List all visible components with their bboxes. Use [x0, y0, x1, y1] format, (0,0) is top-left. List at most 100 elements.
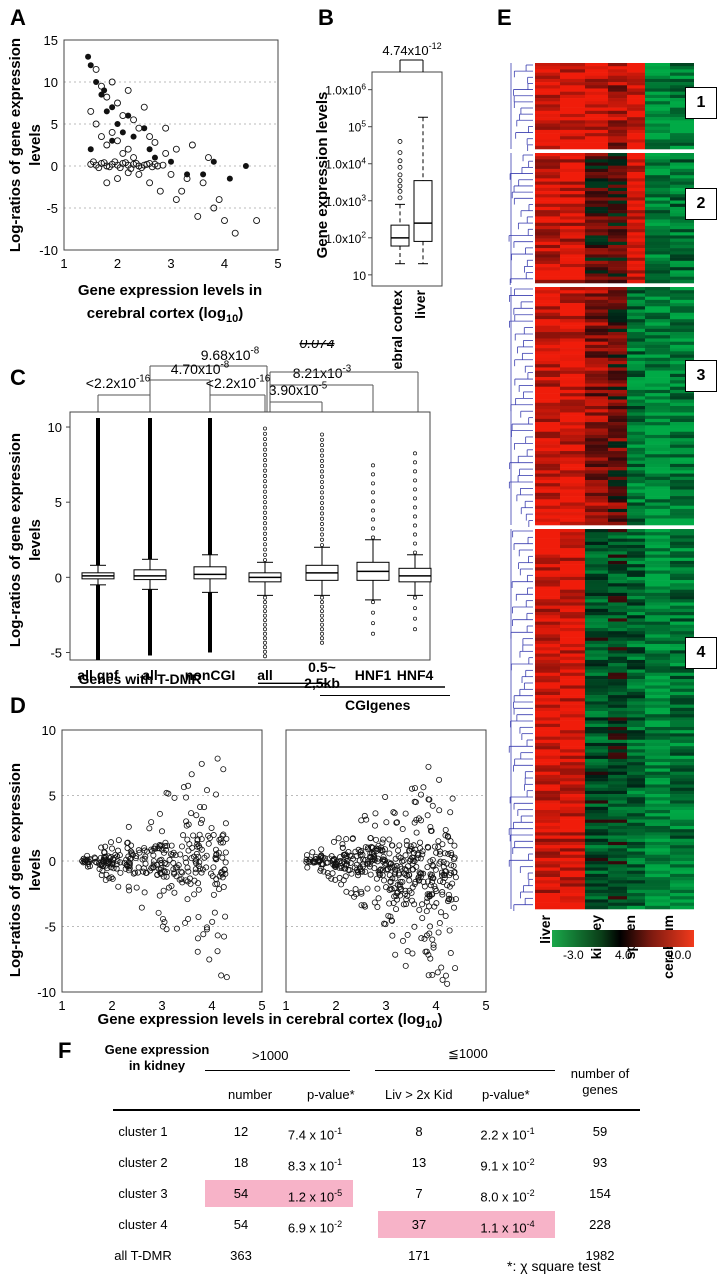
panel-d-point	[393, 896, 400, 903]
heatmap-cell	[560, 838, 585, 843]
heatmap-cell	[608, 101, 627, 105]
heatmap-cell	[608, 479, 627, 484]
panel-a-frame	[63, 39, 279, 251]
panel-d-point	[420, 870, 427, 877]
heatmap-cell	[560, 806, 585, 811]
panel-b-outlier	[397, 172, 403, 178]
heatmap-cell	[535, 181, 560, 186]
panel-c-outlier	[413, 523, 417, 528]
heatmap-cell	[535, 867, 560, 871]
heatmap-cell	[670, 711, 694, 715]
heatmap-cell	[560, 800, 585, 804]
panel-d-point	[449, 795, 456, 802]
heatmap-cell	[608, 344, 627, 349]
heatmap-cell	[535, 467, 560, 471]
heatmap-cell	[560, 742, 585, 747]
heatmap-cell	[585, 473, 608, 478]
heatmap-cell	[560, 322, 585, 326]
panel-d-point	[319, 860, 326, 867]
panel-d-point	[390, 809, 397, 816]
heatmap-cell	[608, 596, 627, 600]
heatmap-cell	[560, 367, 585, 371]
heatmap-cell	[627, 434, 645, 439]
heatmap-cell	[560, 178, 585, 182]
panel-d-point	[343, 888, 350, 895]
heatmap-cell	[645, 905, 670, 910]
heatmap-cell	[560, 851, 585, 856]
heatmap-cell	[627, 454, 645, 458]
panel-d-point	[148, 864, 155, 871]
heatmap-cell	[585, 113, 608, 118]
panel-c-outlier	[413, 532, 417, 537]
panel-c-pvalue: <2.2x10-16	[206, 374, 271, 391]
heatmap-cell	[645, 749, 670, 753]
heatmap-cell	[535, 88, 560, 92]
heatmap-cell	[670, 707, 694, 712]
heatmap-cell	[670, 701, 694, 705]
panel-a-point-open	[114, 137, 121, 145]
heatmap-cell	[535, 351, 560, 355]
heatmap-cell	[670, 377, 694, 381]
heatmap-cell	[627, 505, 645, 510]
heatmap-cell	[627, 701, 645, 705]
heatmap-cell	[627, 867, 645, 871]
heatmap-cell	[627, 406, 645, 410]
panel-d-point	[371, 899, 378, 906]
panel-c-category: HNF1	[355, 667, 392, 683]
heatmap-cell	[670, 861, 694, 865]
heatmap-cell	[627, 647, 645, 651]
panel-d-point	[420, 784, 427, 791]
heatmap-cell	[670, 627, 694, 632]
panel-d-point	[312, 853, 319, 860]
table-row-label: all T-DMR	[114, 1248, 172, 1263]
heatmap-cell	[645, 133, 670, 137]
heatmap-cell	[670, 656, 694, 661]
heatmap-cell	[585, 85, 608, 89]
heatmap-cell	[670, 63, 694, 67]
heatmap-cell	[560, 273, 585, 277]
heatmap-cell	[627, 415, 645, 420]
panel-c-outlier	[263, 542, 267, 547]
heatmap-cell	[585, 573, 608, 578]
panel-a-point-open	[124, 86, 132, 94]
heatmap-cell	[645, 328, 670, 333]
panel-d-point	[221, 933, 228, 940]
panel-d-point	[382, 921, 389, 928]
heatmap-cell	[560, 647, 585, 651]
heatmap-cell	[585, 832, 608, 836]
heatmap-cell	[560, 781, 585, 785]
heatmap-cell	[670, 896, 694, 900]
heatmap-cell	[535, 608, 560, 613]
heatmap-cell	[645, 396, 670, 400]
panel-c-outlier	[320, 485, 324, 490]
panel-d-point	[437, 909, 444, 916]
heatmap-cell	[560, 383, 585, 388]
table-cell-pvalue-gt1000	[277, 1242, 353, 1269]
heatmap-cell	[560, 206, 585, 211]
heatmap-cell	[608, 63, 627, 67]
heatmap-cell	[608, 790, 627, 795]
heatmap-cell	[585, 293, 608, 297]
heatmap-cell	[560, 586, 585, 590]
heatmap-cell	[670, 806, 694, 811]
heatmap-cell	[560, 711, 585, 715]
panel-c-outlier	[413, 478, 417, 483]
panel-a-point-filled	[87, 62, 94, 69]
heatmap-cell	[645, 889, 670, 894]
heatmap-cell	[670, 822, 694, 827]
heatmap-cell	[585, 492, 608, 497]
heatmap-cell	[585, 608, 608, 613]
heatmap-cell	[560, 98, 585, 102]
panel-c-boxplot: <2.2x10-169.68x10-84.70x10-8<2.2x10-163.…	[7, 340, 445, 690]
panel-d-point	[355, 872, 362, 879]
heatmap-cell	[670, 688, 694, 693]
heatmap-cell	[670, 723, 694, 728]
heatmap-cell	[670, 736, 694, 741]
heatmap-cell	[535, 393, 560, 397]
heatmap-cell	[608, 592, 627, 597]
heatmap-cell	[645, 560, 670, 565]
panel-d-point	[439, 976, 446, 983]
heatmap-cell	[670, 168, 694, 173]
heatmap-cell	[535, 187, 560, 192]
heatmap-cell	[535, 263, 560, 268]
